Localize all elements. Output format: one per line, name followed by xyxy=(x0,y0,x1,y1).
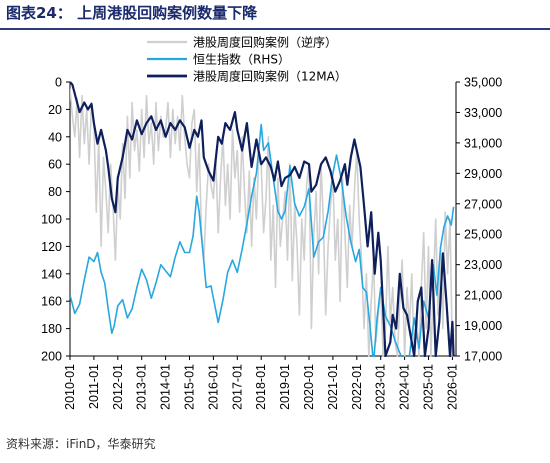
x-tick-label: 2017-01 xyxy=(230,364,244,410)
y-left-tick-label: 160 xyxy=(41,295,62,309)
x-tick-label: 2011-01 xyxy=(87,364,101,409)
plot-area xyxy=(70,81,455,357)
legend-label-weekly: 港股周度回购案例（逆序） xyxy=(193,35,337,50)
x-tick-label: 2026-01 xyxy=(445,364,459,410)
x-tick-label: 2019-01 xyxy=(278,364,292,410)
weekly-buyback-series xyxy=(70,88,455,357)
x-tick-label: 2021-01 xyxy=(326,364,340,410)
buyback-12ma-series xyxy=(70,81,455,357)
y-left-tick-label: 0 xyxy=(55,76,62,90)
title-divider xyxy=(0,28,550,30)
y-left-tick-label: 80 xyxy=(48,185,62,199)
x-tick-label: 2016-01 xyxy=(206,364,220,410)
x-tick-label: 2018-01 xyxy=(254,364,268,410)
y-left-tick-label: 120 xyxy=(41,240,62,254)
y-left-tick-label: 100 xyxy=(41,213,62,227)
y-right-tick-label: 29,000 xyxy=(464,167,502,181)
y-right-tick-label: 19,000 xyxy=(464,319,502,333)
x-tick-label: 2024-01 xyxy=(398,364,412,410)
y-left-tick-label: 180 xyxy=(41,322,62,336)
y-right-tick-label: 35,000 xyxy=(464,76,502,90)
legend-label-ma12: 港股周度回购案例（12MA） xyxy=(193,69,347,84)
y-left-tick-label: 140 xyxy=(41,267,62,281)
y-left-tick-label: 200 xyxy=(41,350,62,364)
x-tick-label: 2012-01 xyxy=(111,364,125,410)
y-right-tick-label: 25,000 xyxy=(464,228,502,242)
legend-label-hsi: 恒生指数（RHS） xyxy=(193,52,290,67)
chart-canvas: 0 20 40 60 80 100 120 140 160 180 200 35,000 33,000 3… xyxy=(41,35,502,410)
source-note: 资料来源：iFinD，华泰研究 xyxy=(6,437,156,451)
tick-labels: 0 20 40 60 80 100 120 140 160 180 200 35,000 33,000 3… xyxy=(41,76,502,410)
x-tick-label: 2015-01 xyxy=(183,364,197,410)
y-left-tick-label: 60 xyxy=(48,158,62,172)
axes-frame xyxy=(66,81,460,360)
legend: 港股周度回购案例（逆序） 恒生指数（RHS） 港股周度回购案例（12MA） xyxy=(147,35,347,84)
x-tick-label: 2014-01 xyxy=(159,364,173,410)
y-right-tick-label: 17,000 xyxy=(464,350,502,364)
x-tick-label: 2023-01 xyxy=(374,364,388,410)
x-tick-label: 2022-01 xyxy=(350,364,364,410)
x-tick-label: 2025-01 xyxy=(422,364,436,410)
y-right-tick-label: 21,000 xyxy=(464,289,502,303)
y-right-tick-label: 33,000 xyxy=(464,106,502,120)
y-right-tick-label: 31,000 xyxy=(464,136,502,150)
x-tick-label: 2013-01 xyxy=(135,364,149,410)
x-tick-label: 2010-01 xyxy=(63,364,77,410)
x-tick-label: 2020-01 xyxy=(302,364,316,410)
y-right-tick-label: 23,000 xyxy=(464,258,502,272)
chart-title: 图表24： 上周港股回购案例数量下降 xyxy=(6,4,258,22)
y-right-tick-label: 27,000 xyxy=(464,197,502,211)
y-left-tick-label: 20 xyxy=(48,103,62,117)
y-left-tick-label: 40 xyxy=(48,130,62,144)
